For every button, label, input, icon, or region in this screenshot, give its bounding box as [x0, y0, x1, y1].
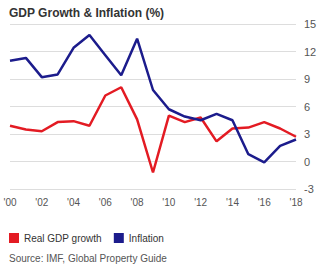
svg-text:9: 9 — [304, 73, 310, 85]
svg-text:Source: IMF, Global Property G: Source: IMF, Global Property Guide — [9, 253, 167, 264]
svg-text:15: 15 — [304, 18, 316, 30]
svg-text:'10: '10 — [162, 197, 175, 208]
svg-text:'06: '06 — [99, 197, 112, 208]
svg-text:'14: '14 — [226, 197, 239, 208]
svg-text:'02: '02 — [35, 197, 48, 208]
svg-text:'16: '16 — [258, 197, 271, 208]
svg-text:'04: '04 — [67, 197, 80, 208]
svg-text:3: 3 — [304, 128, 310, 140]
svg-text:'18: '18 — [289, 197, 302, 208]
svg-text:0: 0 — [304, 156, 310, 168]
svg-text:Inflation: Inflation — [129, 233, 164, 244]
svg-text:GDP Growth & Inflation (%): GDP Growth & Inflation (%) — [9, 6, 164, 20]
svg-text:6: 6 — [304, 101, 310, 113]
svg-text:12: 12 — [304, 46, 316, 58]
svg-text:Real GDP growth: Real GDP growth — [24, 233, 102, 244]
svg-text:-3: -3 — [304, 183, 314, 195]
svg-text:'08: '08 — [131, 197, 144, 208]
svg-text:'00: '00 — [3, 197, 16, 208]
svg-text:'12: '12 — [194, 197, 207, 208]
